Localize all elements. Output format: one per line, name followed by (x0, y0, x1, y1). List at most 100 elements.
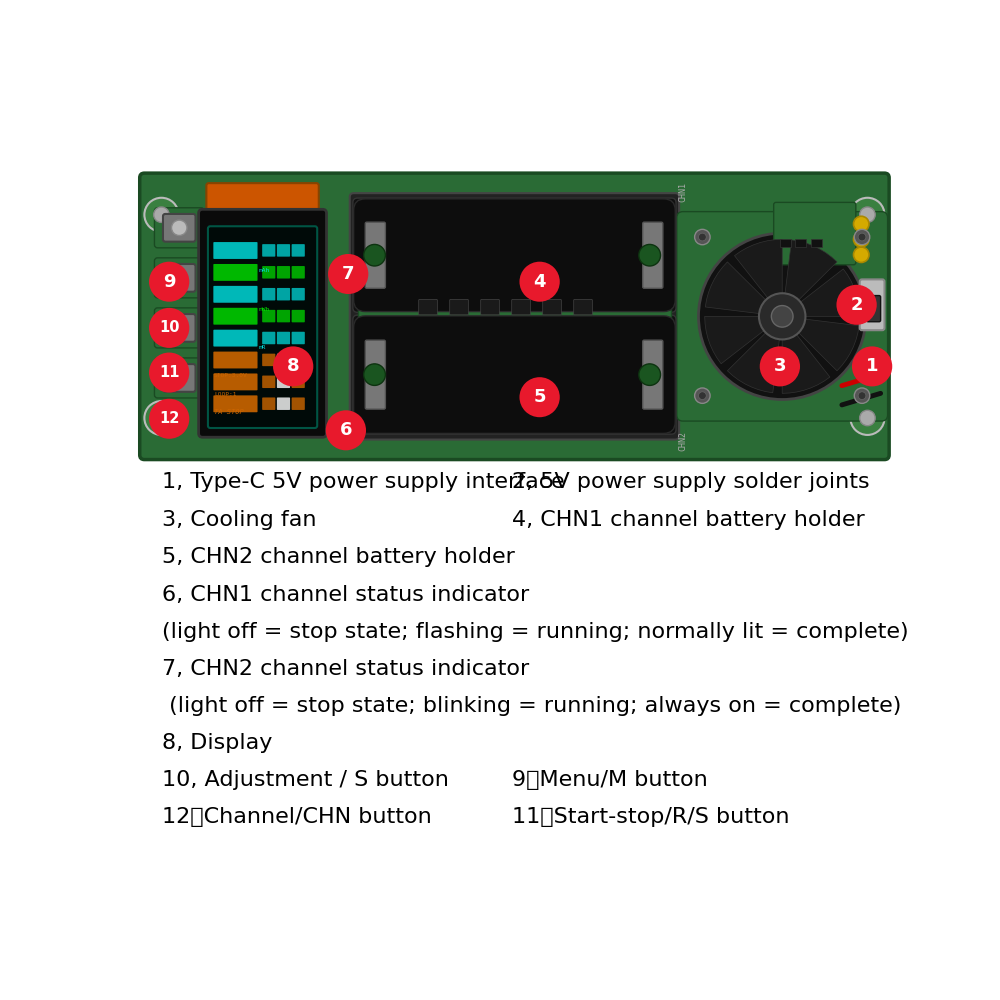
FancyBboxPatch shape (154, 208, 204, 248)
Polygon shape (799, 269, 860, 316)
FancyBboxPatch shape (354, 199, 675, 312)
FancyBboxPatch shape (867, 296, 881, 322)
Circle shape (172, 220, 187, 236)
FancyBboxPatch shape (353, 315, 676, 434)
FancyBboxPatch shape (262, 354, 275, 366)
FancyBboxPatch shape (292, 376, 305, 388)
Text: LOOP:1: LOOP:1 (214, 392, 237, 397)
Text: CHN1: CHN1 (678, 182, 688, 202)
Circle shape (850, 198, 884, 232)
Circle shape (144, 198, 178, 232)
Polygon shape (727, 332, 780, 393)
Circle shape (639, 364, 661, 385)
Circle shape (149, 353, 189, 393)
FancyBboxPatch shape (292, 332, 305, 344)
FancyBboxPatch shape (292, 310, 305, 322)
Circle shape (860, 207, 875, 222)
Text: CHN2: CHN2 (678, 431, 688, 451)
Text: 5: 5 (533, 388, 546, 406)
Circle shape (364, 364, 385, 385)
Text: 2, 5V power supply solder joints: 2, 5V power supply solder joints (512, 472, 870, 492)
FancyBboxPatch shape (262, 288, 275, 300)
Text: 9: 9 (163, 273, 175, 291)
Circle shape (326, 410, 366, 450)
FancyBboxPatch shape (419, 299, 437, 315)
Polygon shape (734, 239, 782, 299)
FancyBboxPatch shape (163, 214, 196, 242)
FancyBboxPatch shape (574, 299, 592, 315)
Text: 6, CHN1 channel status indicator: 6, CHN1 channel status indicator (162, 585, 529, 605)
Text: STOP:3.0V: STOP:3.0V (214, 373, 248, 378)
Circle shape (698, 233, 706, 241)
Circle shape (854, 232, 869, 247)
Circle shape (858, 233, 866, 241)
Text: 8: 8 (287, 357, 299, 375)
Text: (light off = stop state; flashing = running; normally lit = complete): (light off = stop state; flashing = runn… (162, 622, 909, 642)
Circle shape (854, 216, 869, 232)
FancyBboxPatch shape (292, 244, 305, 257)
FancyBboxPatch shape (213, 352, 258, 368)
FancyBboxPatch shape (512, 299, 530, 315)
Text: 9、Menu/M button: 9、Menu/M button (512, 770, 708, 790)
Text: 1: 1 (866, 357, 878, 375)
FancyBboxPatch shape (774, 202, 856, 265)
FancyBboxPatch shape (213, 308, 258, 325)
Circle shape (854, 247, 869, 262)
FancyBboxPatch shape (213, 264, 258, 281)
FancyBboxPatch shape (450, 299, 468, 315)
Polygon shape (782, 333, 830, 393)
FancyBboxPatch shape (154, 358, 204, 398)
FancyBboxPatch shape (213, 242, 258, 259)
Text: 8, Display: 8, Display (162, 733, 273, 753)
Circle shape (760, 346, 800, 386)
FancyBboxPatch shape (677, 212, 888, 421)
FancyBboxPatch shape (154, 258, 204, 298)
Text: 10, Adjustment / S button: 10, Adjustment / S button (162, 770, 449, 790)
Circle shape (364, 244, 385, 266)
FancyBboxPatch shape (365, 340, 385, 409)
Circle shape (172, 370, 187, 386)
FancyBboxPatch shape (277, 397, 290, 410)
FancyBboxPatch shape (292, 288, 305, 300)
FancyBboxPatch shape (163, 264, 196, 292)
Circle shape (144, 401, 178, 435)
FancyBboxPatch shape (262, 332, 275, 344)
Circle shape (149, 399, 189, 439)
Text: 5, CHN2 channel battery holder: 5, CHN2 channel battery holder (162, 547, 515, 567)
FancyBboxPatch shape (277, 376, 290, 388)
FancyBboxPatch shape (292, 354, 305, 366)
FancyBboxPatch shape (277, 310, 290, 322)
FancyBboxPatch shape (277, 266, 290, 279)
Polygon shape (705, 262, 767, 314)
Circle shape (172, 270, 187, 286)
FancyBboxPatch shape (358, 291, 671, 320)
Text: 10: 10 (159, 320, 179, 335)
FancyBboxPatch shape (643, 340, 663, 409)
FancyBboxPatch shape (277, 354, 290, 366)
FancyBboxPatch shape (213, 286, 258, 303)
Text: 3, Cooling fan: 3, Cooling fan (162, 510, 317, 530)
FancyBboxPatch shape (354, 316, 675, 433)
FancyBboxPatch shape (163, 314, 196, 342)
FancyBboxPatch shape (208, 226, 317, 428)
Text: 4: 4 (533, 273, 546, 291)
Circle shape (519, 262, 560, 302)
Circle shape (328, 254, 368, 294)
FancyBboxPatch shape (643, 222, 663, 288)
FancyBboxPatch shape (262, 266, 275, 279)
Circle shape (759, 293, 805, 339)
FancyBboxPatch shape (262, 376, 275, 388)
Circle shape (519, 377, 560, 417)
Text: 11: 11 (159, 365, 179, 380)
Circle shape (852, 346, 892, 386)
Circle shape (149, 262, 189, 302)
Polygon shape (785, 240, 837, 301)
FancyBboxPatch shape (277, 288, 290, 300)
Text: 3: 3 (774, 357, 786, 375)
Circle shape (860, 410, 875, 426)
FancyBboxPatch shape (213, 395, 258, 412)
Circle shape (695, 229, 710, 245)
Bar (811, 239, 822, 247)
FancyBboxPatch shape (277, 332, 290, 344)
FancyBboxPatch shape (292, 266, 305, 279)
